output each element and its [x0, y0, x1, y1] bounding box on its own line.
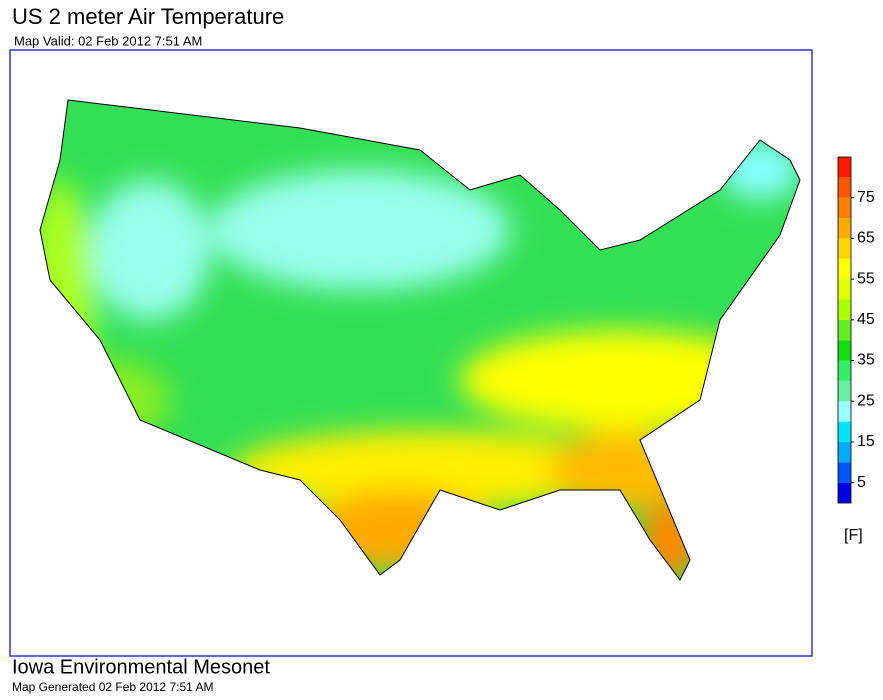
colorbar-block: [838, 340, 851, 361]
footer-title: Iowa Environmental Mesonet: [12, 656, 270, 678]
colorbar-block: [838, 218, 851, 239]
colorbar-block: [838, 238, 851, 259]
colorbar: 5 15 25 35 45 55 65 75 [F]: [837, 156, 875, 544]
title: US 2 meter Air Temperature: [12, 4, 284, 29]
country-outline: [39, 99, 801, 581]
colorbar-block: [838, 319, 851, 341]
colorbar-block: [838, 441, 851, 463]
colorbar-block: [838, 401, 851, 422]
colorbar-frame: [837, 156, 852, 504]
colorbar-label: 35: [857, 352, 875, 369]
colorbar-label: 65: [857, 230, 875, 247]
colorbar-label: 15: [857, 433, 875, 450]
colorbar-block: [838, 380, 851, 402]
footer-subtitle: Map Generated 02 Feb 2012 7:51 AM: [12, 680, 213, 694]
colorbar-label: 45: [857, 311, 875, 328]
colorbar-unit: [F]: [844, 527, 863, 544]
colorbar-label: 5: [857, 474, 866, 491]
colorbar-label: 55: [857, 270, 875, 287]
colorbar-label: 25: [857, 392, 875, 409]
colorbar-block: [838, 299, 851, 320]
colorbar-block: [838, 157, 851, 178]
colorbar-block: [838, 279, 851, 300]
colorbar-block: [838, 421, 851, 442]
subtitle: Map Valid: 02 Feb 2012 7:51 AM: [14, 33, 202, 48]
colorbar-block: [838, 197, 851, 219]
colorbar-label: 75: [857, 189, 875, 206]
colorbar-block: [838, 360, 851, 381]
colorbar-block: [838, 462, 851, 483]
colorbar-block: [838, 258, 851, 280]
colorbar-block: [838, 177, 851, 198]
colorbar-block: [838, 482, 851, 503]
